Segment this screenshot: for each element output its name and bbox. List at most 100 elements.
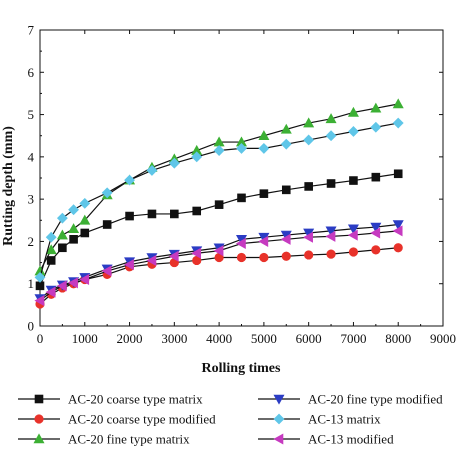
data-point [326,179,336,188]
x-axis-ticks: 0 1000 2000 3000 4000 5000 6000 7000 8000 9000 [37,30,456,346]
data-point [56,280,67,292]
legend-marker [34,394,44,404]
data-point [191,151,203,163]
x-axis-title: Rolling times [202,361,281,376]
data-point [325,130,337,142]
y-tick-label: 4 [28,149,35,164]
data-point [67,277,78,289]
data-point [79,214,91,225]
legend-item: AC-20 fine type modified [258,392,443,407]
data-point [392,117,404,129]
data-point [281,251,291,261]
data-point [325,230,336,242]
legend-item: AC-20 coarse type matrix [18,392,203,407]
data-point [258,142,270,154]
data-point [392,220,404,231]
data-point [45,244,57,255]
data-point [303,134,315,146]
data-point [371,245,381,255]
legend-marker [273,394,285,405]
legend-label: AC-13 matrix [308,412,381,427]
data-point [237,193,246,203]
data-point [146,164,158,176]
data-point [146,254,157,266]
data-point [45,231,57,243]
data-point [56,229,68,240]
data-point [125,211,134,221]
data-point [68,204,80,216]
data-point [393,243,403,253]
x-tick-label: 0 [37,331,44,346]
data-point [168,157,180,169]
data-point [101,187,113,199]
legend-marker [33,433,45,444]
legend-item: AC-20 coarse type modified [18,412,216,427]
data-point [392,225,403,237]
data-point [259,189,269,198]
legend-label: AC-20 coarse type modified [68,412,216,427]
data-point [281,185,291,195]
series-ac-13-modified [34,225,403,307]
data-point [101,265,112,277]
x-tick-label: 1000 [72,331,98,346]
legend-marker [273,433,284,445]
legend-item: AC-13 modified [258,432,394,447]
data-point [258,130,270,141]
legend-label: AC-20 fine type matrix [68,432,190,447]
y-tick-label: 0 [28,319,35,334]
legend-label: AC-20 fine type modified [308,392,443,407]
data-point [34,271,46,283]
data-point [370,222,382,233]
x-tick-label: 7000 [340,331,366,346]
data-point [326,249,336,259]
data-point [214,200,224,209]
data-point [348,126,359,137]
data-point [170,209,179,219]
data-point [79,197,91,209]
x-tick-label: 6000 [296,331,322,346]
data-point [280,138,292,150]
data-point [45,286,56,298]
data-point [213,245,224,257]
series-ac-20-coarse-type-matrix [35,169,403,291]
series-ac-20-fine-type-matrix [34,98,404,276]
data-point [69,235,78,244]
data-point [191,247,202,259]
y-tick-label: 7 [28,23,35,38]
data-point [213,145,225,156]
y-tick-label: 6 [28,65,35,80]
data-point [34,295,45,307]
data-point [280,233,291,245]
plot-frame [39,29,444,327]
data-point [347,106,359,117]
y-tick-label: 2 [28,234,35,249]
data-point [102,220,112,229]
data-point [46,256,56,265]
data-point [393,169,403,179]
y-axis-ticks: 0 1 2 3 4 5 6 7 [28,23,443,334]
data-point [392,98,404,109]
data-point [303,231,313,243]
x-tick-label: 5000 [251,331,277,346]
x-tick-label: 2000 [117,331,143,346]
data-point [347,229,358,241]
data-point [280,123,292,134]
data-point [258,235,269,247]
data-point [79,273,90,285]
data-point [259,252,269,263]
data-point [325,226,337,237]
y-tick-label: 3 [28,192,35,207]
y-tick-label: 1 [28,276,35,291]
data-point [192,206,202,216]
y-tick-label: 5 [28,107,35,122]
data-point [370,102,382,113]
x-tick-label: 8000 [385,331,411,346]
series-line [39,230,399,302]
data-point [123,259,134,271]
legend-item: AC-13 matrix [258,412,381,427]
x-tick-label: 3000 [161,331,187,346]
data-point [235,238,246,250]
x-tick-label: 9000 [430,331,456,346]
data-point [80,228,90,238]
data-point [56,212,68,224]
